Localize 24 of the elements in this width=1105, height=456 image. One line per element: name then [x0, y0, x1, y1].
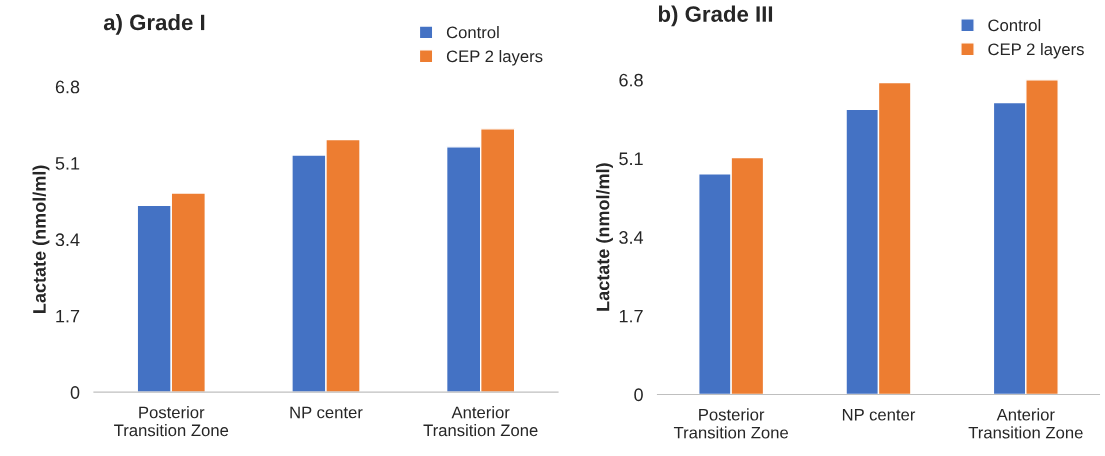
y-tick-label: 3.4 — [619, 231, 644, 244]
x-tick-label: Anterior Transition Zone — [968, 408, 1083, 439]
legend-label: CEP 2 layers — [988, 42, 1084, 59]
y-tick-label: 1.7 — [56, 309, 80, 323]
y-tick-label: 0 — [70, 386, 80, 399]
x-tick-label: NP center — [290, 406, 363, 419]
y-axis-title: Lactate (nmol/ml) — [32, 165, 50, 313]
y-tick-label: 0 — [634, 388, 643, 402]
legend-label: Control — [446, 26, 499, 39]
x-tick-label: Posterior Transition Zone — [114, 406, 229, 437]
y-tick-label: 5.1 — [55, 157, 80, 170]
chart-title: b) Grade III — [658, 5, 773, 27]
y-tick-label: 6.8 — [55, 80, 80, 94]
x-tick-label: Posterior Transition Zone — [673, 408, 788, 439]
legend-label: CEP 2 layers — [446, 49, 543, 66]
legend-label: Control — [988, 19, 1041, 32]
x-tick-label: NP center — [842, 408, 916, 421]
y-tick-label: 3.4 — [55, 233, 80, 247]
y-tick-label: 1.7 — [619, 309, 643, 323]
y-tick-label: 6.8 — [619, 73, 643, 87]
chart-title: a) Grade I — [103, 13, 205, 35]
y-tick-label: 5.1 — [619, 152, 643, 166]
x-tick-label: Anterior Transition Zone — [423, 406, 538, 437]
y-axis-title: Lactate (nmol/ml) — [596, 163, 613, 311]
